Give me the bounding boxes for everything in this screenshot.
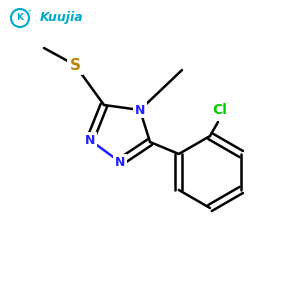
Text: S: S	[70, 58, 80, 73]
Text: °: °	[27, 10, 31, 16]
Text: K: K	[16, 14, 23, 22]
Text: N: N	[135, 103, 145, 116]
Text: N: N	[115, 155, 125, 169]
Text: Kuujia: Kuujia	[40, 11, 84, 25]
Text: Cl: Cl	[213, 103, 227, 117]
Text: N: N	[85, 134, 95, 146]
